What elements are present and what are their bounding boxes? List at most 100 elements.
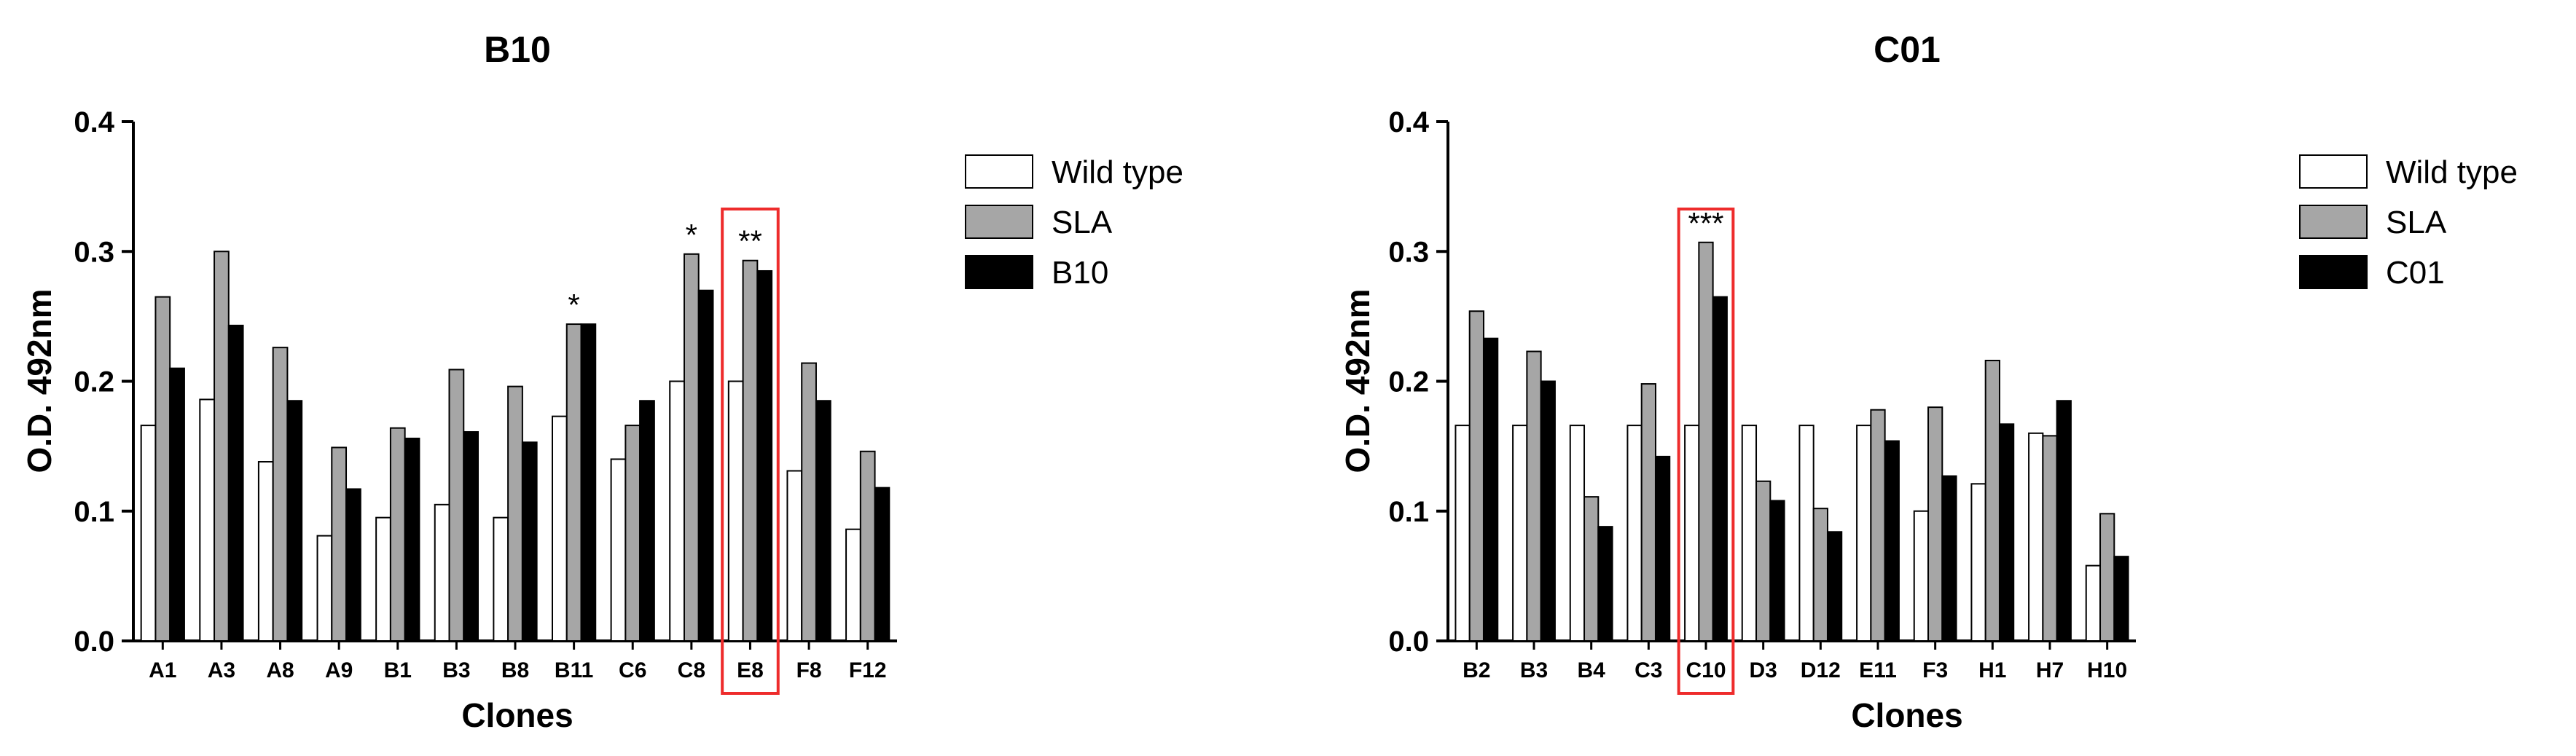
legend-label: SLA	[2386, 205, 2447, 240]
bar-wild-type-d3	[1741, 425, 1758, 642]
bar-wild-type-b8	[493, 516, 509, 642]
bar-clone-a3	[227, 324, 244, 642]
bar-wild-type-c8	[669, 380, 685, 642]
bar-clone-c10	[1712, 296, 1728, 642]
bar-sla-h7	[2042, 435, 2058, 642]
legend-label: SLA	[1052, 205, 1113, 240]
y-tick-label: 0.0	[1388, 626, 1429, 658]
bar-wild-type-b11	[551, 415, 568, 642]
bar-clone-e11	[1884, 440, 1900, 642]
bar-wild-type-h1	[1970, 483, 1986, 642]
x-tick-label: F12	[849, 658, 887, 682]
chart-panel-b10: B10 O.D. 492nm Clones 0.0 0.1 0.2 0.3 0.4 A1 A…	[20, 29, 1183, 734]
bar-sla-c10	[1698, 241, 1714, 642]
bar-sla-c3	[1640, 383, 1656, 642]
bar-clone-b8	[521, 441, 538, 642]
bar-wild-type-h7	[2028, 432, 2044, 642]
bar-wild-type-b3	[434, 503, 450, 642]
bar-wild-type-b4	[1569, 425, 1586, 642]
bar-clone-b3	[463, 431, 479, 642]
x-tick-label: B11	[555, 658, 593, 682]
bar-wild-type-a8	[257, 461, 274, 642]
bar-wild-type-f8	[786, 470, 803, 642]
bar-clone-b3	[1540, 380, 1556, 642]
bar-wild-type-f3	[1913, 510, 1930, 642]
bar-wild-type-e8	[727, 380, 744, 642]
legend-swatch	[965, 154, 1033, 189]
bar-sla-a9	[331, 446, 348, 642]
bar-sla-d12	[1812, 508, 1828, 642]
bar-sla-f3	[1927, 406, 1943, 642]
bar-sla-e8	[742, 259, 759, 642]
bar-wild-type-a1	[140, 425, 157, 642]
bar-sla-b3	[1526, 350, 1542, 642]
legend-swatch	[965, 255, 1033, 289]
y-tick-label: 0.2	[1388, 366, 1429, 398]
bar-wild-type-b1	[375, 516, 391, 642]
bar-sla-b8	[507, 385, 523, 642]
x-axis-label: Clones	[461, 696, 573, 734]
x-tick-label: F3	[1922, 658, 1948, 682]
bar-clone-c8	[697, 289, 714, 642]
bar-clone-h10	[2113, 556, 2129, 642]
bar-sla-b4	[1583, 496, 1600, 642]
y-tick-label: 0.3	[1388, 236, 1429, 268]
legend-label: C01	[2386, 255, 2445, 291]
significance-marker: *	[686, 218, 697, 252]
y-tick-label: 0.1	[1388, 496, 1429, 528]
bar-sla-d3	[1755, 480, 1772, 642]
bar-sla-e11	[1870, 409, 1886, 642]
bar-sla-a1	[154, 296, 171, 642]
x-tick-label: D12	[1801, 658, 1841, 682]
legend-swatch	[965, 205, 1033, 239]
bar-wild-type-d12	[1798, 425, 1814, 642]
y-tick-label: 0.4	[74, 106, 114, 138]
x-tick-label: B4	[1577, 658, 1605, 682]
highlight-box	[721, 208, 780, 695]
bar-clone-a8	[286, 400, 303, 642]
legend-swatch	[2299, 154, 2368, 189]
x-tick-label: E8	[737, 658, 764, 682]
legend-swatch	[2299, 205, 2368, 239]
y-tick-label: 0.3	[74, 236, 114, 268]
bar-clone-f8	[815, 400, 831, 642]
significance-marker: *	[568, 288, 579, 322]
chart-title: B10	[484, 29, 551, 70]
x-tick-label: C8	[678, 658, 705, 682]
bar-sla-h10	[2099, 513, 2115, 642]
bar-clone-e8	[756, 269, 773, 642]
x-tick-label: B1	[384, 658, 412, 682]
x-tick-label: C3	[1635, 658, 1662, 682]
bar-clone-d12	[1826, 531, 1843, 642]
bar-clone-h7	[2056, 400, 2072, 642]
bar-clone-a1	[169, 367, 185, 642]
bar-sla-c6	[625, 425, 641, 642]
x-tick-label: C6	[619, 658, 646, 682]
bar-wild-type-e11	[1856, 425, 1872, 642]
x-tick-label: A3	[208, 658, 235, 682]
bar-sla-h1	[1984, 359, 2000, 642]
x-tick-label: B3	[442, 658, 470, 682]
x-tick-label: C10	[1686, 658, 1726, 682]
y-tick-label: 0.4	[1388, 106, 1429, 138]
legend-label: Wild type	[2386, 154, 2518, 190]
bar-clone-f12	[874, 487, 890, 642]
bar-clone-b1	[404, 437, 420, 642]
bar-wild-type-f12	[845, 528, 861, 642]
x-tick-label: B2	[1463, 658, 1490, 682]
highlight-box	[1677, 208, 1735, 695]
x-tick-label: A1	[149, 658, 176, 682]
x-axis-label: Clones	[1851, 696, 1962, 734]
x-tick-label: F8	[796, 658, 822, 682]
bar-sla-f12	[859, 450, 876, 642]
bar-clone-c6	[639, 400, 655, 642]
bar-sla-c8	[683, 253, 700, 642]
bar-clone-b11	[580, 323, 597, 642]
bar-sla-b2	[1468, 310, 1484, 642]
significance-marker: **	[738, 224, 762, 259]
bar-clone-b4	[1597, 526, 1613, 642]
bar-wild-type-a3	[199, 398, 216, 642]
y-axis-label: O.D. 492nm	[20, 288, 58, 473]
x-tick-label: B3	[1520, 658, 1548, 682]
significance-marker: ***	[1688, 206, 1723, 240]
